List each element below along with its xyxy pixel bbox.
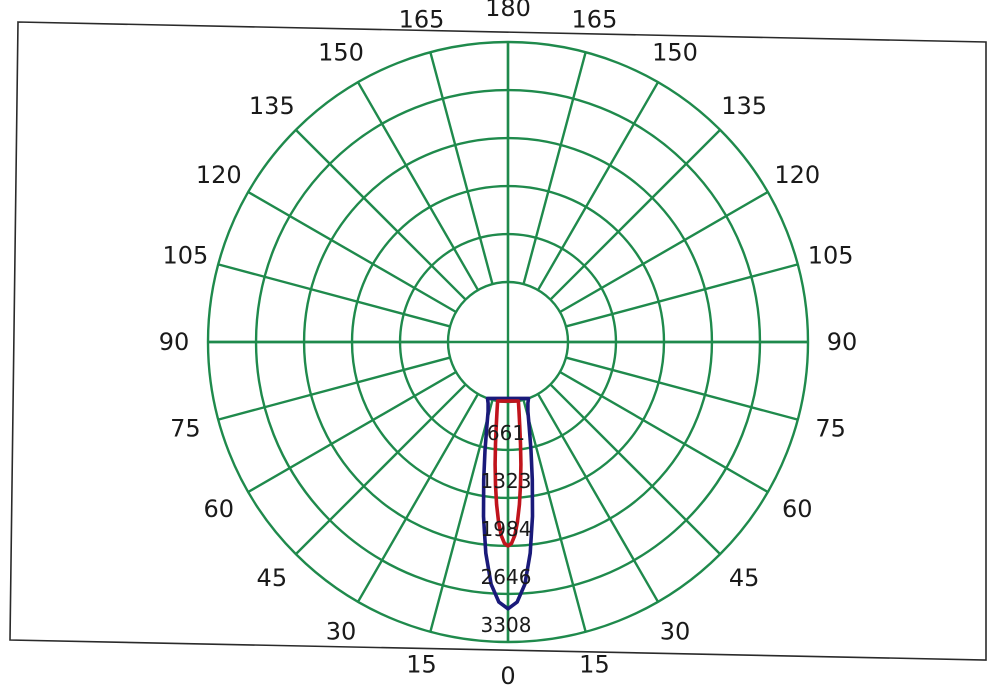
grid-spoke xyxy=(429,51,494,285)
angle-label: 90 xyxy=(827,328,858,356)
chart-frame xyxy=(9,21,987,661)
angle-label: 150 xyxy=(652,39,698,67)
grid-spoke xyxy=(247,190,457,314)
radial-tick-label: 661 xyxy=(487,421,525,445)
intensity-curve-1 xyxy=(481,396,535,611)
grid-spoke xyxy=(295,383,467,555)
angle-label: 180 xyxy=(485,0,531,22)
angle-label: 120 xyxy=(196,161,242,189)
grid-spoke xyxy=(559,370,769,494)
polar-labels: 0 15 30 45 60 75 90 105 120 135 150 165 180 15 30 45 60 7… xyxy=(159,0,858,690)
grid-spoke xyxy=(522,399,587,633)
angle-label: 30 xyxy=(326,617,357,645)
grid-spoke xyxy=(565,263,799,328)
angle-label: 15 xyxy=(406,651,437,679)
grid-spoke xyxy=(536,393,660,603)
angle-label: 60 xyxy=(203,495,234,523)
grid-spoke xyxy=(536,81,660,291)
angle-label: 135 xyxy=(721,92,767,120)
angle-label: 60 xyxy=(782,495,813,523)
grid-spoke xyxy=(549,383,721,555)
grid-spoke xyxy=(565,356,799,421)
grid-spoke xyxy=(522,51,587,285)
angle-label: 45 xyxy=(257,564,288,592)
angle-label: 135 xyxy=(249,92,295,120)
angle-label: 0 xyxy=(500,662,515,690)
angle-label: 30 xyxy=(660,617,691,645)
intensity-curves xyxy=(481,396,535,611)
angle-label: 105 xyxy=(808,242,854,270)
radial-tick-label: 1984 xyxy=(481,517,532,541)
grid-spoke xyxy=(295,129,467,301)
radial-tick-label: 2646 xyxy=(481,565,532,589)
angle-label: 75 xyxy=(170,414,201,442)
grid-spoke xyxy=(559,190,769,314)
angle-label: 150 xyxy=(318,39,364,67)
grid-spoke xyxy=(247,370,457,494)
angle-label: 105 xyxy=(162,242,208,270)
grid-spoke xyxy=(356,81,480,291)
polar-grid xyxy=(206,40,810,644)
angle-label: 45 xyxy=(729,564,760,592)
angle-label: 165 xyxy=(399,5,445,33)
grid-spoke xyxy=(217,263,451,328)
angle-label: 75 xyxy=(815,414,846,442)
radial-tick-label: 3308 xyxy=(481,613,532,637)
angle-label: 120 xyxy=(774,161,820,189)
angle-label: 90 xyxy=(159,328,190,356)
radial-tick-label: 1323 xyxy=(481,469,532,493)
intensity-curve-2 xyxy=(493,399,523,548)
grid-spoke xyxy=(429,399,494,633)
grid-spoke xyxy=(217,356,451,421)
grid-spoke xyxy=(356,393,480,603)
grid-spoke xyxy=(549,129,721,301)
angle-label: 165 xyxy=(572,5,618,33)
angle-label: 15 xyxy=(579,651,610,679)
